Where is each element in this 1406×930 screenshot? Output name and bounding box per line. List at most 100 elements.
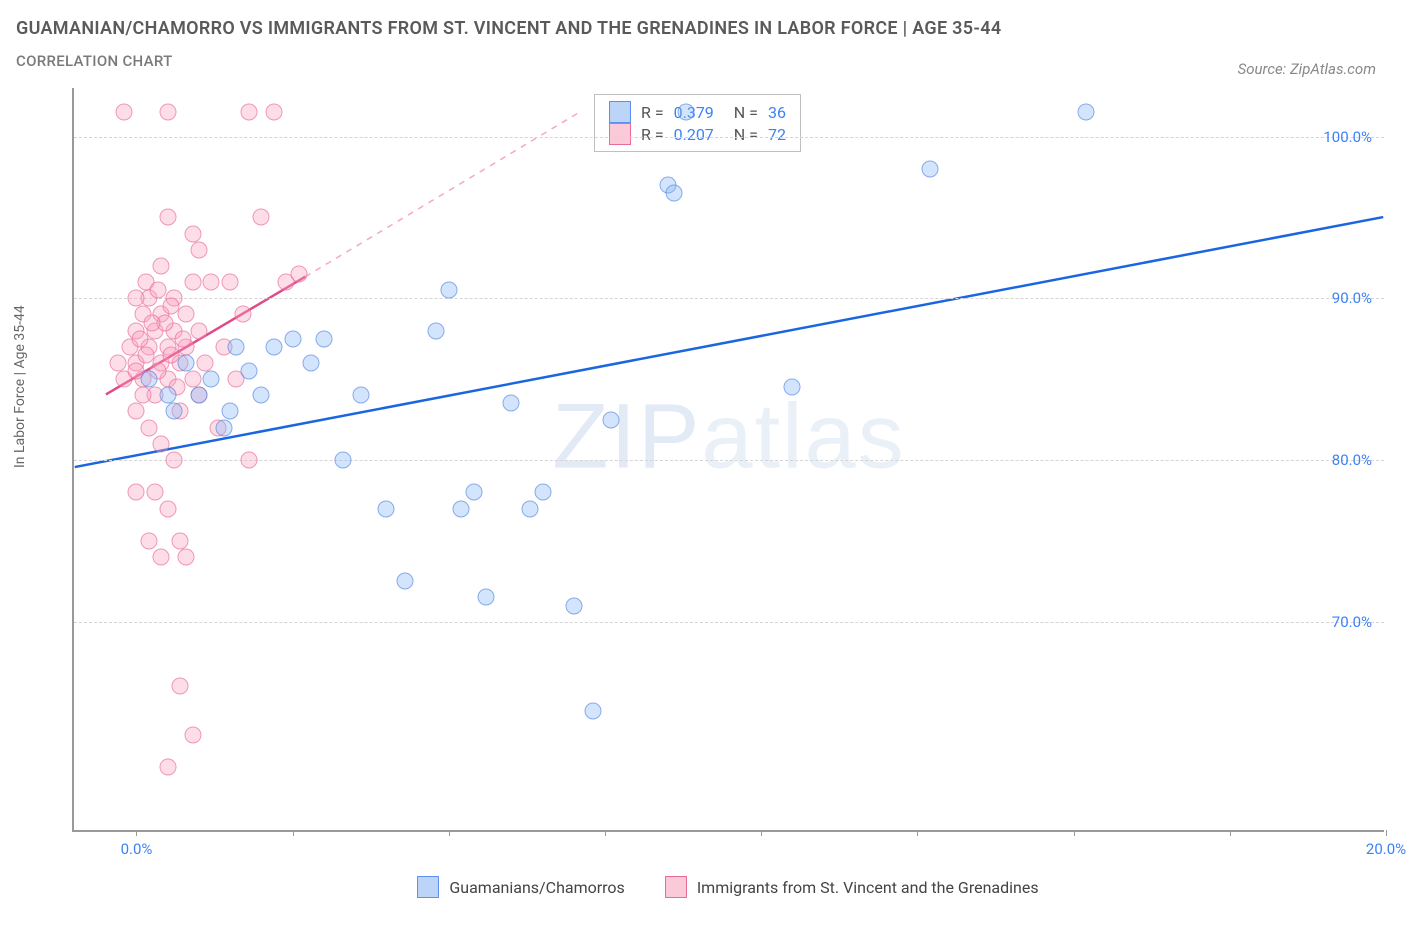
data-point <box>153 549 170 566</box>
data-point <box>159 209 176 226</box>
data-point <box>522 500 539 517</box>
data-point <box>165 452 182 469</box>
data-point <box>534 484 551 501</box>
swatch-pink-icon <box>609 123 631 145</box>
data-point <box>240 363 257 380</box>
data-point <box>428 322 445 339</box>
data-point <box>137 346 154 363</box>
data-point <box>153 435 170 452</box>
data-point <box>159 500 176 517</box>
data-point <box>178 549 195 566</box>
x-tick <box>761 830 762 836</box>
data-point <box>162 346 179 363</box>
data-point <box>240 104 257 121</box>
stats-row-blue: R = 0.379 N = 36 <box>609 101 786 123</box>
data-point <box>134 387 151 404</box>
data-point <box>565 597 582 614</box>
x-tick-label: 0.0% <box>121 840 153 858</box>
watermark: ZIPatlas <box>552 384 905 489</box>
data-point <box>584 702 601 719</box>
data-point <box>784 379 801 396</box>
data-point <box>290 266 307 283</box>
data-point <box>184 225 201 242</box>
data-point <box>128 290 145 307</box>
data-point <box>190 322 207 339</box>
series-legend: Guamanians/Chamorros Immigrants from St.… <box>72 876 1384 898</box>
data-point <box>284 330 301 347</box>
x-tick <box>293 830 294 836</box>
data-point <box>184 726 201 743</box>
gridline <box>74 460 1384 461</box>
data-point <box>190 387 207 404</box>
data-point <box>478 589 495 606</box>
chart-subtitle: CORRELATION CHART <box>16 52 1001 70</box>
x-tick <box>136 830 137 836</box>
data-point <box>197 354 214 371</box>
x-tick <box>1230 830 1231 836</box>
data-point <box>128 403 145 420</box>
data-point <box>178 306 195 323</box>
data-point <box>1078 104 1095 121</box>
chart-title: GUAMANIAN/CHAMORRO VS IMMIGRANTS FROM ST… <box>16 18 1001 39</box>
data-point <box>215 419 232 436</box>
data-point <box>147 484 164 501</box>
y-tick-label: 80.0% <box>1332 451 1372 469</box>
data-point <box>128 484 145 501</box>
data-point <box>665 185 682 202</box>
data-point <box>184 274 201 291</box>
data-point <box>172 532 189 549</box>
data-point <box>190 241 207 258</box>
data-point <box>228 338 245 355</box>
x-tick-label: 20.0% <box>1366 840 1406 858</box>
data-point <box>453 500 470 517</box>
data-point <box>140 419 157 436</box>
data-point <box>303 354 320 371</box>
data-point <box>115 104 132 121</box>
data-point <box>465 484 482 501</box>
data-point <box>140 532 157 549</box>
stats-row-pink: R = 0.207 N = 72 <box>609 123 786 145</box>
data-point <box>265 338 282 355</box>
data-point <box>222 403 239 420</box>
data-point <box>203 371 220 388</box>
data-point <box>253 387 270 404</box>
gridline <box>74 137 1384 138</box>
data-point <box>378 500 395 517</box>
swatch-pink-icon <box>665 876 687 898</box>
data-point <box>234 306 251 323</box>
data-point <box>222 274 239 291</box>
data-point <box>678 104 695 121</box>
x-tick <box>917 830 918 836</box>
y-tick-label: 70.0% <box>1332 613 1372 631</box>
data-point <box>159 387 176 404</box>
data-point <box>109 354 126 371</box>
x-tick <box>1386 830 1387 836</box>
x-tick <box>449 830 450 836</box>
data-point <box>184 371 201 388</box>
data-point <box>921 160 938 177</box>
data-point <box>144 314 161 331</box>
data-point <box>503 395 520 412</box>
gridline <box>74 298 1384 299</box>
data-point <box>175 330 192 347</box>
correlation-chart: In Labor Force | Age 35-44 ZIPatlas R = … <box>36 88 1384 860</box>
y-tick-label: 100.0% <box>1323 128 1372 146</box>
data-point <box>159 759 176 776</box>
data-point <box>131 330 148 347</box>
data-point <box>240 452 257 469</box>
data-point <box>178 354 195 371</box>
source-citation: Source: ZipAtlas.com <box>1238 60 1376 78</box>
data-point <box>153 257 170 274</box>
data-point <box>172 678 189 695</box>
x-tick <box>605 830 606 836</box>
gridline <box>74 622 1384 623</box>
data-point <box>603 411 620 428</box>
data-point <box>334 452 351 469</box>
data-point <box>140 371 157 388</box>
data-point <box>397 573 414 590</box>
data-point <box>315 330 332 347</box>
data-point <box>150 282 167 299</box>
y-axis-label: In Labor Force | Age 35-44 <box>12 305 28 468</box>
data-point <box>162 298 179 315</box>
trend-lines <box>74 88 1384 830</box>
